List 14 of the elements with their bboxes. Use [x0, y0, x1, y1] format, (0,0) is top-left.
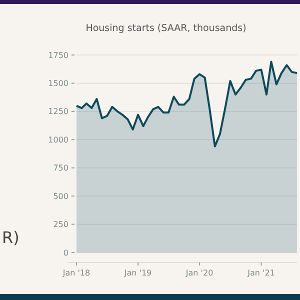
x-tick-label: Jan '18 [62, 268, 90, 278]
text: R) [2, 228, 20, 247]
x-tick-label: Jan '20 [184, 268, 214, 278]
chart-title: Housing starts (SAAR, thousands) [86, 23, 246, 34]
y-tick-label: 500 [53, 192, 68, 201]
y-tick-label: 250 [53, 220, 68, 230]
y-tick-label: 1000 [48, 135, 68, 144]
y-tick-label: 1500 [48, 79, 68, 88]
y-tick-label: 1250 [48, 107, 68, 116]
y-tick-label: 1750 [48, 50, 68, 60]
y-tick-label: 0 [63, 248, 68, 258]
y-tick-label: 750 [53, 164, 68, 173]
x-tick-label: Jan '21 [246, 268, 275, 278]
x-tick-label: Jan '19 [123, 268, 152, 278]
